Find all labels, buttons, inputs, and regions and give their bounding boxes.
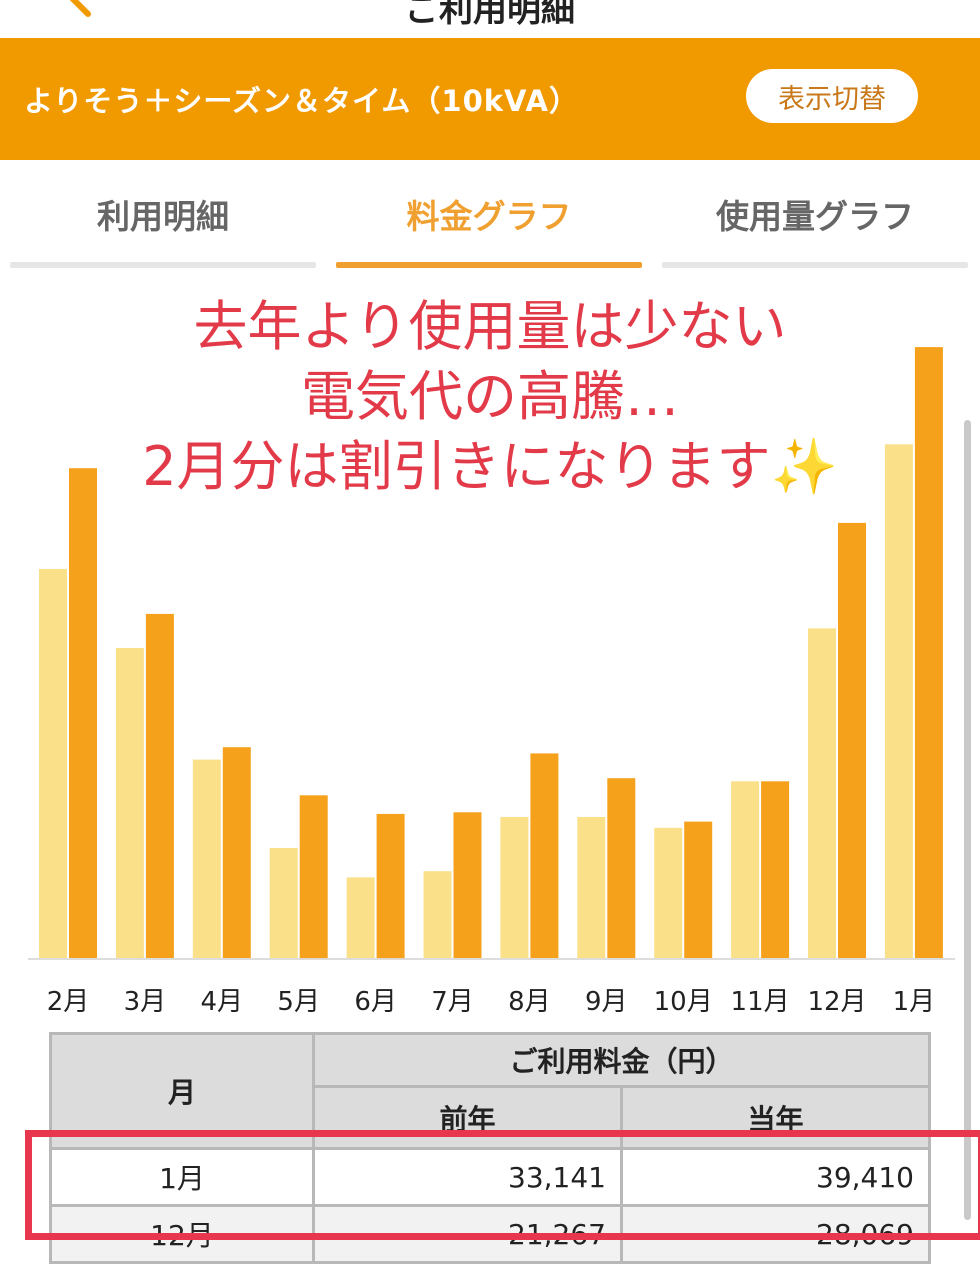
bar-current-year-11[interactable] xyxy=(838,522,866,958)
table-row: 1月 33,141 39,410 xyxy=(49,1147,931,1207)
x-tick-label: 7月 xyxy=(431,987,474,1017)
tab-underline xyxy=(662,262,968,268)
bar-current-year-9[interactable] xyxy=(684,821,713,958)
tab-underline xyxy=(336,262,642,268)
bar-current-year-4[interactable] xyxy=(299,795,328,959)
plan-name: よりそう＋シーズン＆タイム（10kVA） xyxy=(24,84,579,118)
tab-usage-details[interactable]: 利用明細 xyxy=(0,160,326,272)
fee-table: 月 ご利用料金（円） 前年 当年 1月 33,141 39,410 12月 21… xyxy=(49,1032,931,1264)
bar-current-year-6[interactable] xyxy=(453,812,482,958)
bar-current-year-12[interactable] xyxy=(914,347,943,959)
table-row: 12月 21,267 28,069 xyxy=(49,1204,931,1264)
tab-label: 利用明細 xyxy=(97,197,229,236)
bar-previous-year-9[interactable] xyxy=(654,827,683,958)
bar-previous-year-4[interactable] xyxy=(269,848,298,958)
bar-previous-year-6[interactable] xyxy=(423,871,452,958)
tab-usage-graph[interactable]: 使用量グラフ xyxy=(652,160,978,272)
tab-underline xyxy=(10,262,316,268)
column-header-previous-year: 前年 xyxy=(312,1085,623,1150)
x-tick-label: 5月 xyxy=(277,987,320,1017)
back-chevron-icon[interactable] xyxy=(58,0,108,18)
cell-current-year: 39,410 xyxy=(620,1147,931,1207)
x-tick-label: 6月 xyxy=(354,987,397,1017)
bar-current-year-10[interactable] xyxy=(761,781,790,958)
tab-bar: 利用明細 料金グラフ 使用量グラフ xyxy=(0,160,980,272)
cell-previous-year: 21,267 xyxy=(312,1204,623,1264)
column-header-fee: ご利用料金（円） xyxy=(312,1032,931,1088)
display-toggle-button[interactable]: 表示切替 xyxy=(746,69,918,123)
bar-current-year-5[interactable] xyxy=(376,813,405,959)
scrollbar[interactable] xyxy=(964,420,971,1220)
x-tick-label: 4月 xyxy=(201,987,244,1017)
bar-previous-year-11[interactable] xyxy=(808,628,836,958)
x-tick-label: 9月 xyxy=(585,987,628,1017)
bar-previous-year-10[interactable] xyxy=(731,781,760,958)
plan-bar: よりそう＋シーズン＆タイム（10kVA） 表示切替 xyxy=(0,38,980,160)
bar-previous-year-1[interactable] xyxy=(39,569,67,958)
cell-month: 1月 xyxy=(49,1147,315,1207)
bar-previous-year-3[interactable] xyxy=(192,759,221,958)
x-tick-label: 3月 xyxy=(124,987,167,1017)
cell-current-year: 28,069 xyxy=(620,1204,931,1264)
x-tick-label: 11月 xyxy=(731,987,790,1017)
tab-fee-graph[interactable]: 料金グラフ xyxy=(326,160,652,272)
x-tick-label: 1月 xyxy=(893,987,936,1017)
page-title: ご利用明細 xyxy=(405,0,575,30)
bar-current-year-2[interactable] xyxy=(145,613,174,958)
x-tick-label: 12月 xyxy=(807,987,866,1017)
fee-bar-chart: 2月 3月 4月 5月 6月 7月 8月 9月 10月 11月 12月 1月 xyxy=(28,347,955,1017)
bar-current-year-8[interactable] xyxy=(607,778,636,958)
top-bar: ご利用明細 xyxy=(0,0,980,38)
bar-previous-year-5[interactable] xyxy=(346,877,375,958)
x-tick-label: 2月 xyxy=(47,987,90,1017)
column-header-current-year: 当年 xyxy=(620,1085,931,1150)
bar-current-year-1[interactable] xyxy=(69,468,97,958)
bar-previous-year-12[interactable] xyxy=(884,444,913,958)
x-tick-label: 10月 xyxy=(654,987,713,1017)
bar-previous-year-8[interactable] xyxy=(577,817,606,959)
tab-label: 使用量グラフ xyxy=(716,197,914,236)
bar-current-year-7[interactable] xyxy=(530,753,559,958)
cell-month: 12月 xyxy=(49,1204,315,1264)
bar-current-year-3[interactable] xyxy=(222,747,251,958)
cell-previous-year: 33,141 xyxy=(312,1147,623,1207)
x-tick-label: 8月 xyxy=(508,987,551,1017)
bar-previous-year-2[interactable] xyxy=(115,648,144,958)
bar-previous-year-7[interactable] xyxy=(500,817,529,959)
column-header-month: 月 xyxy=(49,1032,315,1150)
tab-label: 料金グラフ xyxy=(406,197,572,236)
